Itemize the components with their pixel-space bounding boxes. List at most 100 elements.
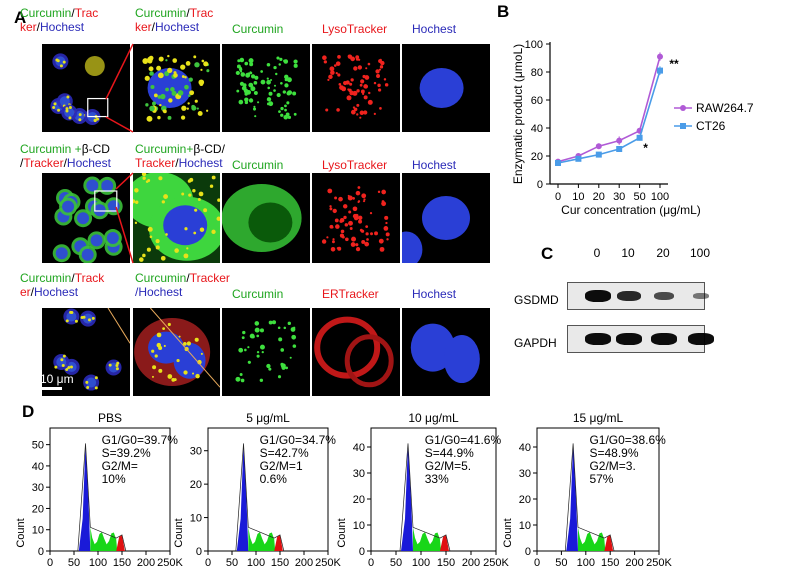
puncta xyxy=(362,200,366,203)
puncta xyxy=(167,115,172,120)
puncta xyxy=(194,208,198,212)
y-tick-label: 40 xyxy=(519,442,531,454)
puncta xyxy=(256,350,260,354)
puncta xyxy=(287,90,293,95)
label-segment: Curcumin+ xyxy=(135,142,194,156)
puncta xyxy=(188,94,191,97)
label-line: Curcumin+β-CD/ xyxy=(135,142,225,156)
flow-title: 15 μg/mL xyxy=(573,411,624,425)
flow-stat: 10% xyxy=(102,472,126,486)
label-segment: ker xyxy=(20,20,37,34)
puncta xyxy=(353,107,358,112)
puncta xyxy=(273,84,276,87)
puncta xyxy=(170,87,175,92)
puncta xyxy=(238,99,244,105)
row1-micrograph xyxy=(133,44,220,132)
puncta xyxy=(375,69,380,74)
micrograph-art xyxy=(235,320,297,383)
label-segment: / xyxy=(71,6,75,20)
x-tick-label: 150 xyxy=(601,557,619,569)
puncta xyxy=(293,112,297,116)
row2-channel-label: Hochest xyxy=(412,158,457,172)
row2-micrograph xyxy=(133,173,220,263)
puncta xyxy=(134,221,138,225)
puncta xyxy=(244,61,249,66)
puncta xyxy=(67,366,71,370)
puncta xyxy=(363,198,366,201)
puncta xyxy=(332,238,335,241)
flow-stat: G2/M=3. xyxy=(589,459,635,473)
y-tick-label: 40 xyxy=(353,442,365,454)
label-segment: er xyxy=(20,285,31,299)
puncta xyxy=(355,190,361,196)
puncta xyxy=(197,197,201,201)
puncta xyxy=(369,212,373,215)
puncta xyxy=(160,256,166,261)
puncta xyxy=(283,59,289,64)
row2-micrograph xyxy=(42,173,130,263)
y-axis-label: Count xyxy=(173,518,185,547)
puncta xyxy=(360,79,365,84)
s-phase xyxy=(90,527,118,551)
label-line: ker/Hochest xyxy=(20,20,98,34)
puncta xyxy=(280,113,284,117)
panel-letter-c: C xyxy=(541,244,554,263)
puncta xyxy=(337,73,341,77)
puncta xyxy=(59,64,63,68)
puncta xyxy=(183,253,189,259)
x-tick-label: 50 xyxy=(633,191,645,203)
g1-peak xyxy=(566,443,578,551)
puncta xyxy=(239,57,245,63)
puncta xyxy=(366,238,369,241)
puncta xyxy=(322,55,327,61)
puncta xyxy=(68,116,72,120)
puncta xyxy=(268,91,273,96)
puncta xyxy=(353,66,358,71)
puncta xyxy=(157,115,161,120)
puncta xyxy=(277,375,282,379)
x-tick-label: 250K xyxy=(646,557,672,569)
puncta xyxy=(235,376,241,382)
y-tick-label: 30 xyxy=(32,482,44,494)
micrograph-art xyxy=(410,323,480,384)
puncta xyxy=(260,79,266,85)
blot-lane-label: 0 xyxy=(593,246,601,260)
puncta xyxy=(292,344,297,348)
puncta xyxy=(385,221,388,225)
y-tick-label: 20 xyxy=(353,494,365,506)
puncta xyxy=(345,80,350,85)
puncta xyxy=(235,70,240,76)
puncta xyxy=(187,102,190,105)
puncta xyxy=(236,64,241,69)
puncta xyxy=(146,115,153,122)
x-tick-label: 200 xyxy=(462,557,480,569)
puncta xyxy=(171,377,176,382)
puncta xyxy=(158,176,163,181)
y-tick-label: 0 xyxy=(38,546,44,558)
nucleus xyxy=(410,323,455,372)
g2-peak xyxy=(116,534,125,551)
puncta xyxy=(199,227,205,232)
puncta xyxy=(278,110,281,114)
puncta xyxy=(115,363,119,367)
nucleus xyxy=(173,342,206,379)
puncta xyxy=(148,66,154,72)
puncta xyxy=(94,386,98,390)
puncta xyxy=(150,84,155,90)
label-segment: Hochest xyxy=(66,156,111,170)
puncta xyxy=(86,386,90,390)
puncta xyxy=(367,62,371,66)
nucleus xyxy=(402,231,423,263)
puncta xyxy=(363,84,368,89)
puncta xyxy=(53,102,57,106)
puncta xyxy=(244,348,247,352)
puncta xyxy=(293,63,298,68)
nucleus xyxy=(106,232,119,245)
blot-strip xyxy=(567,282,709,310)
puncta xyxy=(280,348,285,352)
nucleus xyxy=(55,56,66,67)
puncta xyxy=(339,233,345,238)
legend-marker xyxy=(680,105,686,111)
puncta xyxy=(374,231,378,236)
puncta xyxy=(335,224,340,229)
